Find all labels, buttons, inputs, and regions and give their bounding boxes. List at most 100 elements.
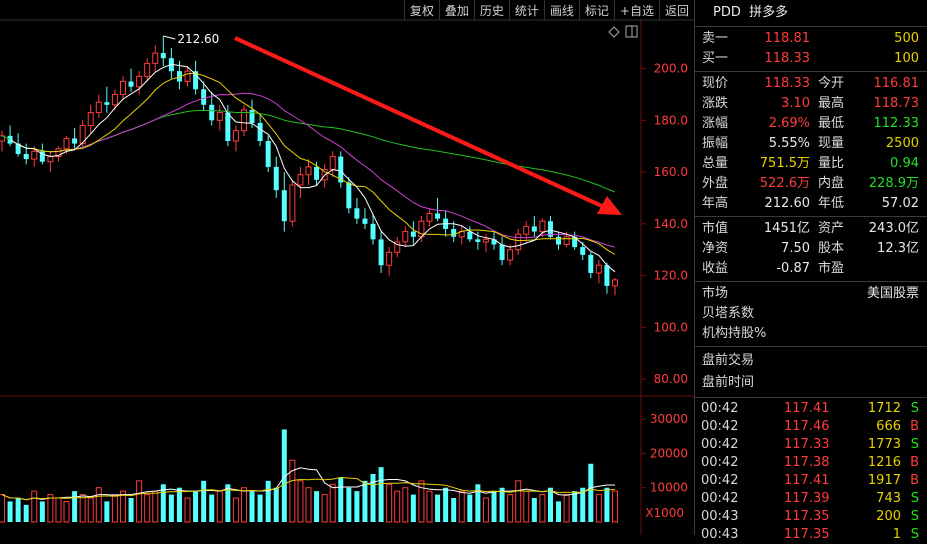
quote-row: 外盘 522.6万 内盘 228.9万 bbox=[695, 174, 927, 194]
stat-label: 振幅 bbox=[702, 136, 729, 151]
volume-bar bbox=[104, 501, 110, 522]
volume-bar bbox=[338, 477, 344, 522]
volume-bar bbox=[426, 490, 433, 523]
toolbar-button[interactable]: 历史 bbox=[473, 0, 509, 20]
trade-side: S bbox=[910, 491, 919, 506]
stat-label: 年高 bbox=[702, 196, 729, 211]
premarket-trade-label: 盘前交易 bbox=[702, 353, 755, 368]
stat-label: 最高 bbox=[818, 96, 845, 111]
volume-bar bbox=[475, 484, 481, 522]
toolbar-button[interactable]: 画线 bbox=[543, 0, 579, 20]
chart-canvas[interactable]: 200.0 180.0 160.0 140.0 120.0 100.0 80.00 30000… bbox=[0, 0, 694, 535]
stat-value: 228.9万 bbox=[868, 176, 919, 191]
candle-body bbox=[354, 208, 360, 219]
chart-toolbar: 复权 叠加 历史 统计 画线 标记 +自选 返回 bbox=[403, 0, 694, 20]
trade-ticks[interactable]: 00:42 117.41 1712 S 00:42 117.46 666 B 00:42 117.… bbox=[695, 398, 927, 544]
volume-bar bbox=[305, 487, 312, 523]
volume-bar bbox=[39, 501, 45, 522]
market-info: 市场 美国股票 贝塔系数 机构持股% bbox=[695, 282, 927, 347]
stock-code: PDD bbox=[713, 5, 741, 20]
volume-bar bbox=[370, 474, 376, 522]
order-book: 卖一 118.81 500 买一 118.33 100 bbox=[695, 27, 927, 72]
volume-bar bbox=[346, 487, 352, 522]
candle-body bbox=[87, 112, 94, 126]
volume-bar bbox=[386, 483, 393, 523]
candle-body bbox=[499, 244, 505, 261]
stat-label: 今开 bbox=[818, 76, 845, 91]
trade-row: 00:42 117.33 1773 S bbox=[695, 436, 927, 454]
trade-price: 117.33 bbox=[784, 437, 830, 452]
stat-label: 现价 bbox=[702, 76, 729, 91]
candle-body bbox=[531, 226, 537, 232]
candle-body bbox=[329, 156, 336, 170]
price-tick-label: 160.0 bbox=[654, 165, 688, 179]
stock-header: PDD 拼多多 bbox=[695, 0, 927, 27]
candle-body bbox=[556, 236, 562, 245]
volume-bar bbox=[499, 487, 505, 522]
toolbar-button[interactable]: 统计 bbox=[508, 0, 544, 20]
volume-bar bbox=[595, 494, 602, 523]
volume-bar bbox=[482, 497, 489, 523]
candle-body bbox=[370, 223, 376, 240]
volume-bar bbox=[23, 504, 29, 522]
volume-bar bbox=[265, 480, 271, 522]
volume-bar bbox=[394, 490, 401, 523]
candle-body bbox=[523, 225, 530, 235]
stat-value: 3.10 bbox=[781, 96, 810, 111]
stat-label: 涨幅 bbox=[702, 116, 729, 131]
kline-chart[interactable]: 200.0 180.0 160.0 140.0 120.0 100.0 80.00 30000… bbox=[0, 0, 694, 535]
toolbar-button[interactable]: 标记 bbox=[578, 0, 614, 20]
trade-volume: 1216 bbox=[867, 455, 901, 470]
volume-bar bbox=[176, 487, 182, 522]
quote-row: 振幅 5.55% 现量 2500 bbox=[695, 134, 927, 154]
candle-body bbox=[39, 151, 45, 162]
trend-arrow-head bbox=[597, 196, 622, 215]
volume-bar bbox=[435, 494, 441, 522]
volume-bar bbox=[329, 483, 336, 523]
candle-body bbox=[128, 81, 134, 87]
candle-body bbox=[580, 247, 586, 255]
ma5-line bbox=[9, 63, 616, 273]
candle-body bbox=[507, 249, 514, 261]
price-tick-label: 200.0 bbox=[654, 62, 688, 76]
volume-bar bbox=[289, 459, 296, 523]
candle-body bbox=[289, 184, 296, 222]
volume-bar bbox=[539, 494, 546, 523]
toolbar-button[interactable]: 叠加 bbox=[438, 0, 474, 20]
stat-label: 资产 bbox=[818, 221, 845, 236]
volume-bar bbox=[572, 491, 578, 522]
max-price-label: 212.60 bbox=[177, 32, 219, 46]
stat-value: 57.02 bbox=[881, 196, 919, 211]
trade-side: B bbox=[910, 455, 919, 470]
stat-value: -0.87 bbox=[776, 261, 810, 276]
volume-bar bbox=[273, 487, 279, 522]
candle-body bbox=[193, 71, 199, 90]
candle-body bbox=[265, 141, 271, 167]
candle-body bbox=[611, 279, 619, 287]
institution-label: 机构持股% bbox=[702, 326, 767, 341]
trade-time: 00:42 bbox=[701, 491, 739, 506]
volume-bar bbox=[136, 480, 143, 523]
volume-bar bbox=[232, 497, 239, 523]
volume-bar bbox=[378, 467, 384, 522]
toolbar-button[interactable]: +自选 bbox=[613, 0, 659, 20]
volume-bar bbox=[418, 480, 425, 523]
toolbar-button[interactable]: 复权 bbox=[403, 0, 439, 20]
candle-body bbox=[176, 71, 182, 82]
volume-tick-label: 30000 bbox=[650, 412, 688, 426]
candle-body bbox=[604, 265, 610, 286]
price-tick-label: 180.0 bbox=[654, 113, 688, 127]
candle-body bbox=[79, 124, 86, 145]
premarket-time-label: 盘前时间 bbox=[702, 375, 755, 390]
volume-ma10 bbox=[1, 476, 616, 501]
volume-bar bbox=[72, 491, 78, 522]
candle-body bbox=[281, 190, 287, 222]
candle-body bbox=[136, 75, 143, 88]
candle-body bbox=[402, 231, 409, 243]
fundamental-stats: 市值 1451亿 资产 243.0亿 净资 7.50 股本 12.3亿 收益 -0.87 市盈 bbox=[695, 217, 927, 282]
beta-label: 贝塔系数 bbox=[702, 306, 755, 321]
candle-body bbox=[426, 212, 433, 222]
ask-row: 卖一 118.81 500 bbox=[695, 29, 927, 49]
toolbar-button[interactable]: 返回 bbox=[658, 0, 694, 20]
candle-body bbox=[378, 239, 384, 266]
